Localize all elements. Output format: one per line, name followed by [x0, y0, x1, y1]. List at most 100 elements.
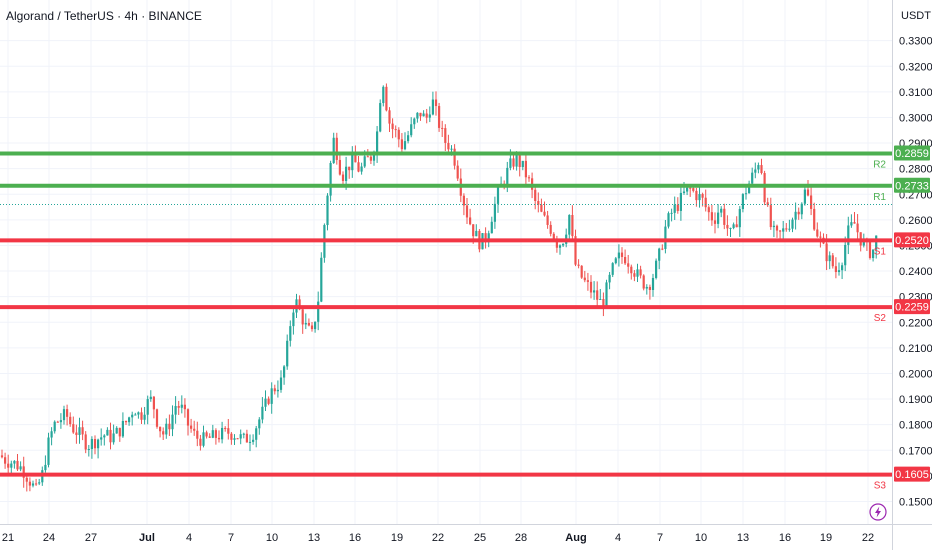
candle-body: [66, 409, 69, 417]
candle-body: [314, 321, 317, 330]
candle-body: [292, 312, 295, 327]
level-name-s3: S3: [874, 481, 887, 492]
candle-body: [97, 439, 100, 449]
candle-body: [267, 398, 270, 404]
candle-body: [286, 340, 289, 367]
candle-body: [577, 264, 580, 266]
candle-body: [651, 277, 655, 290]
candle-body: [431, 99, 434, 115]
candle-body: [62, 409, 66, 421]
time-tick-label: 27: [85, 532, 97, 544]
candlestick-series: [0, 83, 878, 492]
candle-body: [779, 230, 782, 232]
price-tick-label: 0.2400: [899, 266, 932, 278]
candle-body: [407, 135, 410, 142]
candle-body: [655, 260, 658, 278]
candle-body: [394, 129, 397, 131]
candle-body: [828, 255, 831, 262]
candle-body: [47, 437, 50, 465]
level-price-badge: [894, 232, 930, 248]
candle-body: [87, 449, 90, 451]
candle-body: [552, 233, 555, 239]
candle-body: [701, 194, 704, 198]
time-tick-label: 16: [349, 532, 361, 544]
candle-body: [276, 389, 279, 392]
candle-body: [137, 412, 140, 415]
level-price-label: 0.2259: [895, 302, 929, 314]
candle-body: [279, 377, 283, 390]
candle-body: [270, 388, 273, 404]
candle-body: [444, 128, 447, 143]
candle-body: [797, 211, 800, 215]
candle-body: [50, 431, 53, 438]
price-tick-label: 0.2000: [899, 368, 932, 380]
candle-body: [298, 299, 301, 310]
candle-body: [487, 233, 490, 243]
candle-body: [447, 142, 450, 150]
candle-body: [751, 172, 754, 184]
candle-body: [143, 414, 146, 420]
candle-body: [633, 273, 636, 277]
candle-body: [614, 258, 617, 264]
candle-body: [806, 189, 810, 196]
candle-body: [341, 174, 345, 181]
candle-body: [28, 481, 31, 486]
candle-body: [382, 86, 385, 104]
candle-body: [738, 209, 741, 228]
candle-body: [388, 110, 391, 124]
price-tick-label: 0.2800: [899, 164, 932, 176]
price-tick-label: 0.3100: [899, 87, 932, 99]
candle-body: [506, 167, 509, 185]
candle-body: [844, 244, 847, 266]
level-name-r2: R2: [873, 160, 886, 171]
time-axis[interactable]: 21 24 27 Jul 4 7 10 13 16 19 22 25 28 Aug 4 7 10 13 16 19 22: [0, 524, 932, 545]
time-tick-label: 22: [862, 532, 874, 544]
level-name-s2: S2: [874, 313, 887, 324]
candle-body: [403, 141, 407, 150]
candle-body: [816, 229, 819, 237]
candle-body: [540, 204, 543, 212]
price-axis[interactable]: 0.15000.16000.17000.18000.19000.20000.21…: [892, 0, 932, 550]
candle-body: [202, 432, 205, 446]
candle-body: [205, 432, 208, 437]
candle-body: [469, 217, 472, 225]
candle-body: [320, 257, 323, 302]
candle-body: [413, 118, 416, 125]
candle-body: [856, 223, 859, 233]
candle-body: [524, 160, 527, 178]
candle-body: [289, 326, 292, 341]
level-name-s1: S1: [874, 246, 887, 257]
candle-body: [376, 131, 379, 154]
candle-body: [193, 428, 196, 431]
time-tick-label: 19: [820, 532, 832, 544]
price-tick-label: 0.2600: [899, 215, 932, 227]
candle-body: [803, 189, 806, 204]
candle-body: [227, 428, 230, 434]
candle-body: [754, 169, 757, 173]
candle-body: [131, 414, 134, 418]
candle-body: [493, 203, 496, 222]
candle-body: [717, 212, 720, 224]
candle-body: [562, 243, 565, 246]
time-tick-label: 4: [186, 532, 192, 544]
candle-body: [692, 188, 695, 191]
level-price-badge: [894, 145, 930, 161]
candle-body: [819, 236, 822, 238]
candle-body: [450, 148, 453, 150]
candle-body: [410, 124, 413, 136]
candle-body: [391, 123, 394, 130]
candle-body: [686, 187, 689, 192]
candle-body: [19, 466, 22, 470]
candle-body: [568, 215, 571, 235]
candle-body: [670, 212, 673, 214]
candle-body: [723, 208, 726, 225]
candle-body: [673, 204, 676, 213]
candle-body: [425, 113, 428, 118]
candle-body: [214, 430, 217, 438]
lightning-bolt-icon[interactable]: [869, 503, 887, 521]
candle-body: [310, 325, 314, 330]
candle-body: [332, 137, 335, 163]
candle-body: [118, 427, 121, 437]
candle-body: [527, 177, 531, 179]
